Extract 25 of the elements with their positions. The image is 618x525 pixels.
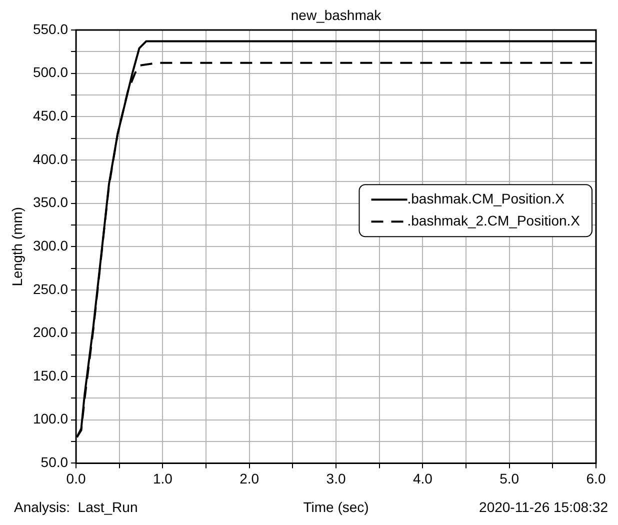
y-tick-label: 250.0 bbox=[32, 280, 68, 297]
y-tick-label: 50.0 bbox=[40, 454, 68, 470]
x-tick-label: 5.0 bbox=[500, 470, 520, 486]
y-tick-label: 150.0 bbox=[32, 367, 68, 384]
x-tick-label: 6.0 bbox=[586, 470, 606, 486]
y-tick-label: 200.0 bbox=[32, 324, 68, 340]
legend-label: .bashmak.CM_Position.X bbox=[407, 190, 566, 206]
legend-label: .bashmak_2.CM_Position.X bbox=[407, 212, 581, 228]
y-axis-title: Length (mm) bbox=[8, 206, 25, 286]
y-tick-label: 100.0 bbox=[32, 410, 68, 427]
text: 2020-11-26 15:08:32 bbox=[479, 498, 608, 515]
x-tick-label: 0.0 bbox=[66, 470, 86, 486]
y-tick-label: 400.0 bbox=[32, 150, 68, 167]
x-axis-title: Time (sec) bbox=[303, 498, 369, 515]
x-tick-label: 3.0 bbox=[326, 470, 346, 486]
y-tick-label: 500.0 bbox=[32, 64, 68, 80]
x-tick-label: 2.0 bbox=[240, 470, 260, 486]
x-tick-label: 1.0 bbox=[152, 470, 173, 486]
chart-title: new_bashmak bbox=[290, 6, 382, 23]
y-tick-label: 350.0 bbox=[32, 194, 68, 210]
y-tick-label: 300.0 bbox=[32, 237, 68, 254]
text: Analysis: Last_Run bbox=[14, 498, 138, 515]
y-tick-label: 450.0 bbox=[32, 108, 68, 124]
y-tick-label: 550.0 bbox=[32, 20, 68, 37]
x-tick-label: 4.0 bbox=[412, 470, 433, 486]
